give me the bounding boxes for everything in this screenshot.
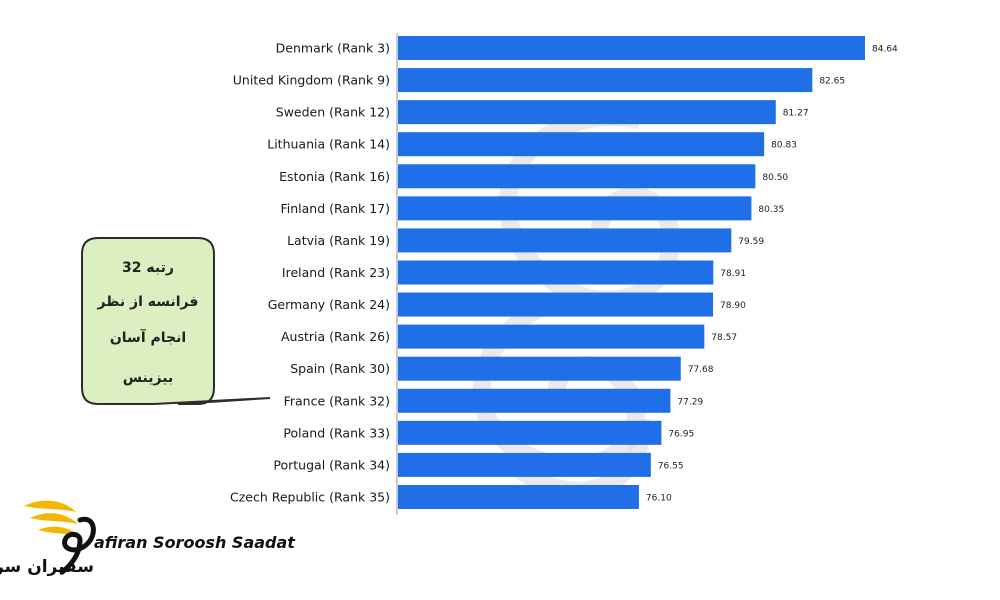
bar-12 [398, 420, 662, 445]
category-label-13: Portugal (Rank 34) [273, 457, 390, 472]
value-label-3: 80.83 [771, 141, 797, 151]
callout-bubble: رتبه 32 فرانسه از نظر انجام آسان بیزینس [81, 237, 271, 405]
value-label-11: 77.29 [677, 397, 703, 407]
bar-2 [398, 100, 776, 125]
callout-line-3: انجام آسان [110, 328, 186, 346]
bar-10 [398, 356, 681, 381]
category-label-14: Czech Republic (Rank 35) [230, 489, 390, 504]
category-label-10: Spain (Rank 30) [290, 361, 390, 376]
bar-3 [398, 132, 765, 157]
wing-icon [24, 500, 96, 575]
bar-0 [398, 36, 865, 60]
value-label-8: 78.90 [720, 301, 746, 311]
bar-14 [398, 484, 639, 509]
value-label-9: 78.57 [711, 333, 737, 343]
company-logo: afiran Soroosh Saadat سفیران سروش سعادت [0, 500, 296, 577]
bar-11 [398, 388, 671, 413]
bar-9 [398, 324, 705, 349]
bars-group [398, 36, 865, 509]
bar-6 [398, 228, 732, 253]
category-label-5: Finland (Rank 17) [280, 201, 390, 216]
callout-line-2: فرانسه از نظر [97, 294, 199, 310]
category-label-11: France (Rank 32) [284, 393, 390, 408]
bar-7 [398, 260, 714, 285]
value-label-4: 80.50 [762, 173, 788, 183]
value-label-12: 76.95 [668, 429, 694, 439]
value-label-0: 84.64 [872, 45, 898, 55]
value-label-13: 76.55 [658, 461, 684, 471]
callout-line-4: بیزینس [123, 370, 173, 386]
value-label-7: 78.91 [720, 269, 746, 279]
bar-4 [398, 164, 756, 189]
value-label-6: 79.59 [738, 237, 764, 247]
value-label-10: 77.68 [688, 365, 714, 375]
category-label-6: Latvia (Rank 19) [287, 233, 390, 248]
bar-8 [398, 292, 714, 317]
category-label-12: Poland (Rank 33) [283, 425, 390, 440]
callout-shape [81, 237, 271, 405]
logo-text-persian: سفیران سروش سعادت [0, 557, 94, 577]
category-labels-group: Denmark (Rank 3) United Kingdom (Rank 9) S… [230, 41, 390, 505]
category-label-7: Ireland (Rank 23) [282, 265, 390, 280]
value-label-2: 81.27 [783, 109, 809, 119]
category-label-4: Estonia (Rank 16) [279, 169, 390, 184]
category-label-2: Sweden (Rank 12) [276, 105, 390, 120]
category-label-1: United Kingdom (Rank 9) [233, 73, 390, 88]
bar-13 [398, 452, 651, 477]
value-label-1: 82.65 [819, 77, 845, 87]
callout-line-1: رتبه 32 [122, 260, 174, 276]
category-label-0: Denmark (Rank 3) [276, 41, 390, 56]
category-label-8: Germany (Rank 24) [268, 297, 390, 312]
category-label-3: Lithuania (Rank 14) [267, 137, 390, 152]
value-labels-group: 84.64 82.65 81.27 80.83 80.50 80.35 79.59 78.91… [646, 45, 898, 504]
value-label-14: 76.10 [646, 493, 672, 503]
bar-1 [398, 68, 813, 93]
value-label-5: 80.35 [758, 205, 784, 215]
logo-text-english: afiran Soroosh Saadat [94, 533, 296, 552]
bar-5 [398, 196, 752, 221]
category-label-9: Austria (Rank 26) [281, 329, 390, 344]
